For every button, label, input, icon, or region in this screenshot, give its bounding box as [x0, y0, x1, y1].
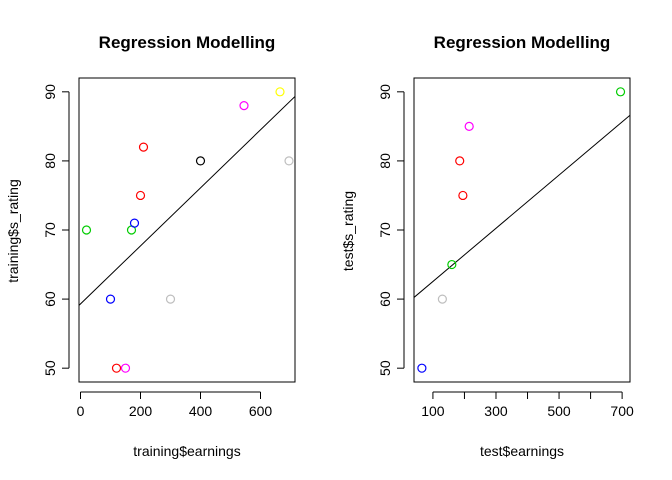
y-tick-label: 90 — [42, 84, 58, 100]
data-point — [437, 294, 447, 304]
data-point — [464, 121, 474, 131]
data-point — [239, 101, 249, 111]
data-point — [120, 363, 131, 373]
data-point — [615, 87, 626, 97]
y-tick-label: 70 — [42, 222, 58, 238]
data-point — [447, 259, 457, 270]
y-tick-label: 80 — [377, 153, 393, 169]
y-axis-label: test$s_rating — [340, 191, 356, 271]
chart-title: Regression Modelling — [99, 33, 276, 52]
y-tick-label: 80 — [42, 153, 58, 169]
data-point — [195, 156, 206, 166]
plot-frame — [413, 77, 631, 383]
data-point — [81, 225, 92, 235]
test-scatter-panel: Regression Modelling test$earnings test$… — [340, 33, 634, 459]
regression-line — [79, 96, 295, 306]
data-point — [275, 87, 285, 97]
x-tick-label: 500 — [547, 403, 571, 419]
regression-line — [414, 114, 630, 298]
y-tick-label: 90 — [377, 84, 393, 100]
data-point — [138, 142, 149, 152]
data-point — [284, 156, 294, 166]
y-axis-label: training$s_rating — [5, 179, 21, 283]
x-tick-label: 200 — [129, 403, 153, 419]
data-point — [417, 363, 427, 373]
x-tick-label: 100 — [421, 403, 445, 419]
data-point — [455, 156, 465, 166]
data-point — [129, 218, 140, 228]
y-tick-label: 60 — [377, 291, 393, 307]
x-axis-label: test$earnings — [480, 443, 564, 459]
x-tick-label: 400 — [189, 403, 213, 419]
x-tick-label: 300 — [484, 403, 508, 419]
training-scatter-panel: Regression Modelling training$earnings t… — [5, 33, 296, 459]
data-point — [111, 363, 122, 373]
x-tick-label: 700 — [610, 403, 634, 419]
chart-title: Regression Modelling — [434, 33, 611, 52]
data-point — [165, 294, 176, 304]
plot-frame — [78, 77, 296, 383]
x-axis-label: training$earnings — [133, 443, 240, 459]
data-point — [458, 190, 468, 201]
x-tick-label: 0 — [77, 403, 85, 419]
data-point — [105, 294, 116, 304]
y-tick-label: 70 — [377, 222, 393, 238]
y-tick-label: 50 — [377, 360, 393, 376]
y-tick-label: 60 — [42, 291, 58, 307]
y-tick-label: 50 — [42, 360, 58, 376]
x-tick-label: 600 — [249, 403, 273, 419]
data-point — [135, 190, 146, 201]
